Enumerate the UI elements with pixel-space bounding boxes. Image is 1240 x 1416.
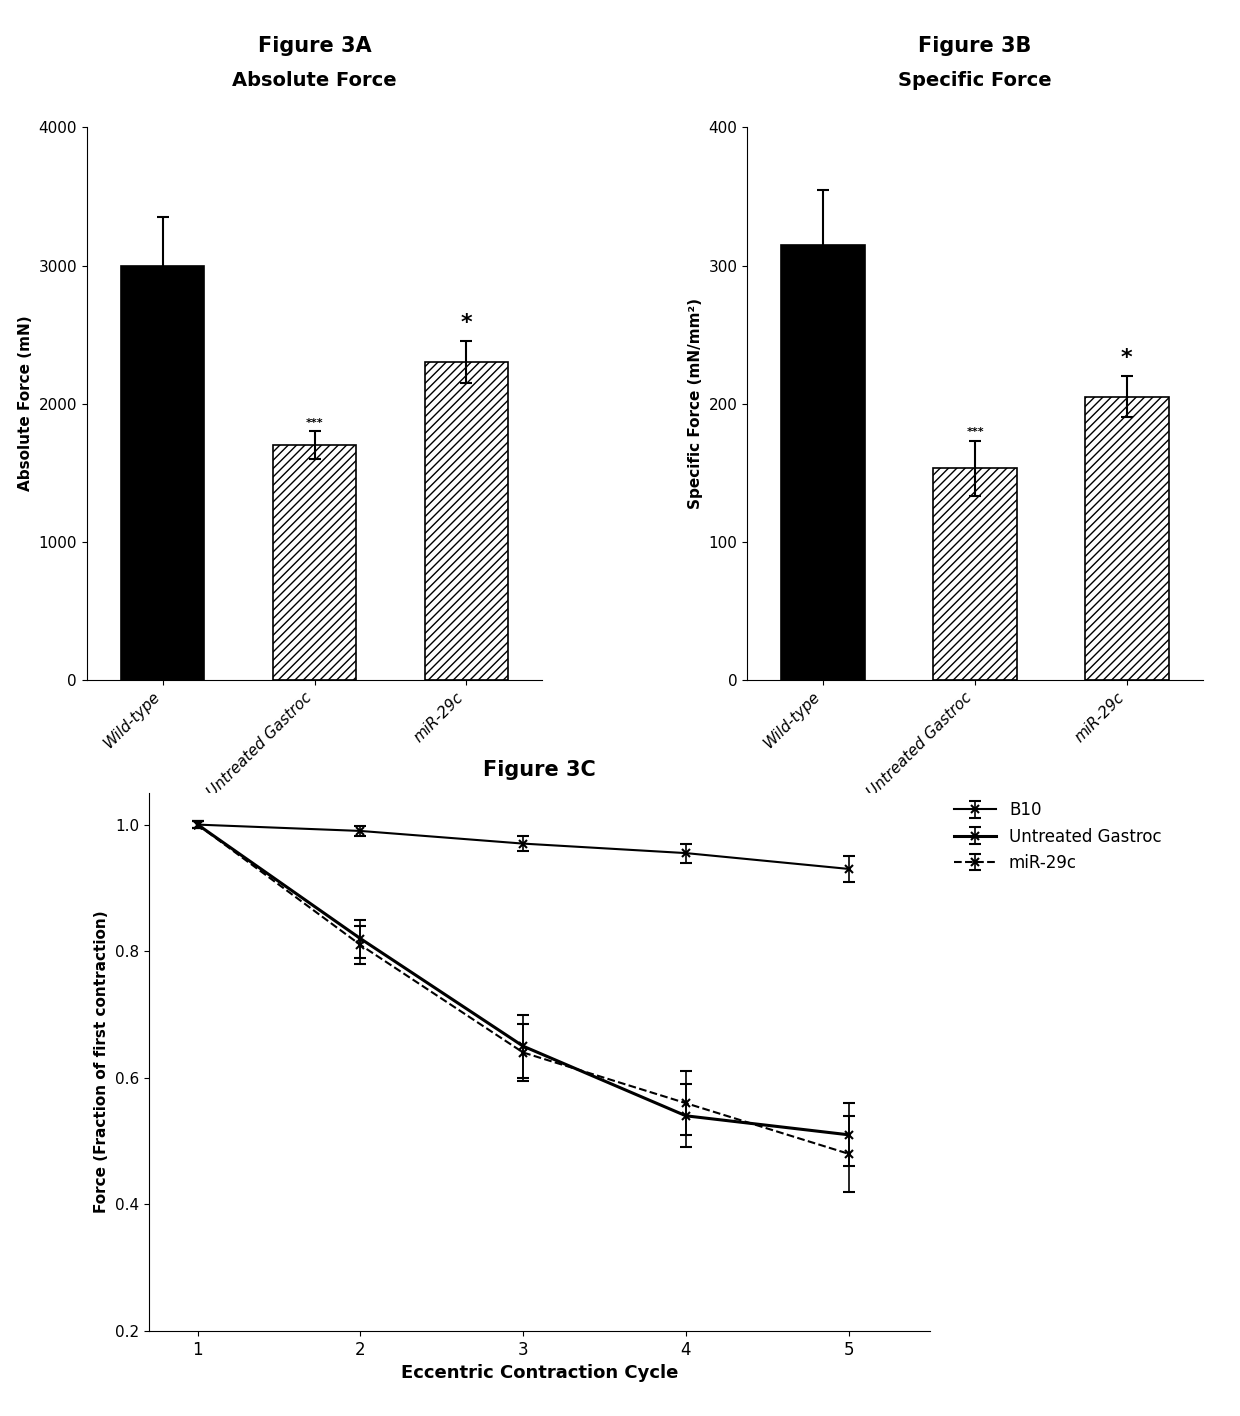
Text: Figure 3B: Figure 3B [919,35,1032,55]
Bar [781,245,866,680]
Text: *: * [1121,348,1132,368]
Title: Figure 3C: Figure 3C [484,760,595,780]
Text: Figure 3A: Figure 3A [258,35,371,55]
Bar [273,445,356,680]
Title: Specific Force: Specific Force [898,71,1052,89]
Bar [934,469,1017,680]
Bar [122,266,205,680]
Bar [424,362,508,680]
Text: ***: *** [966,426,983,436]
Y-axis label: Absolute Force (mN): Absolute Force (mN) [17,316,33,491]
Legend: B10, Untreated Gastroc, miR-29c: B10, Untreated Gastroc, miR-29c [954,801,1162,872]
Text: *: * [460,313,472,333]
Text: ***: *** [306,418,324,429]
Title: Absolute Force: Absolute Force [232,71,397,89]
Bar [1085,396,1168,680]
Y-axis label: Force (Fraction of first contraction): Force (Fraction of first contraction) [94,910,109,1214]
X-axis label: Eccentric Contraction Cycle: Eccentric Contraction Cycle [401,1365,678,1382]
Y-axis label: Specific Force (mN/mm²): Specific Force (mN/mm²) [688,297,703,510]
